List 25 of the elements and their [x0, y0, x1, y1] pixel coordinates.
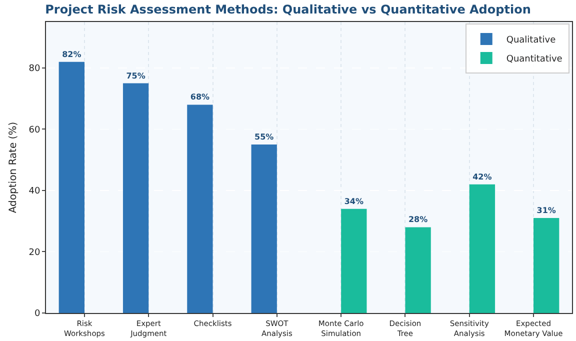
- y-tick-label: 20: [28, 248, 40, 258]
- data-label: 31%: [536, 206, 556, 216]
- data-label: 75%: [126, 71, 146, 80]
- data-label: 68%: [190, 92, 210, 102]
- chart-title: Project Risk Assessment Methods: Qualitative vs Quantitative Adoption: [45, 2, 531, 17]
- bar: [405, 227, 431, 313]
- data-label: 28%: [408, 215, 428, 224]
- legend-label: Quantitative: [506, 54, 563, 64]
- bar: [341, 208, 367, 313]
- data-label: 55%: [254, 132, 274, 142]
- data-label: 34%: [344, 196, 364, 206]
- data-label: 42%: [472, 172, 492, 182]
- bar: [122, 83, 149, 313]
- legend-label: Qualitative: [506, 35, 556, 46]
- y-tick-label: 40: [28, 186, 40, 197]
- y-tick-label: 0: [34, 309, 40, 320]
- y-tick-label: 60: [28, 125, 40, 136]
- bar: [534, 218, 560, 313]
- y-tick-label: 80: [28, 64, 40, 74]
- bar: [187, 104, 213, 313]
- bar: [251, 144, 277, 313]
- y-axis-title: Adoption Rate (%): [8, 122, 19, 214]
- data-label: 82%: [62, 50, 82, 59]
- bar: [58, 62, 84, 313]
- bar: [469, 184, 496, 313]
